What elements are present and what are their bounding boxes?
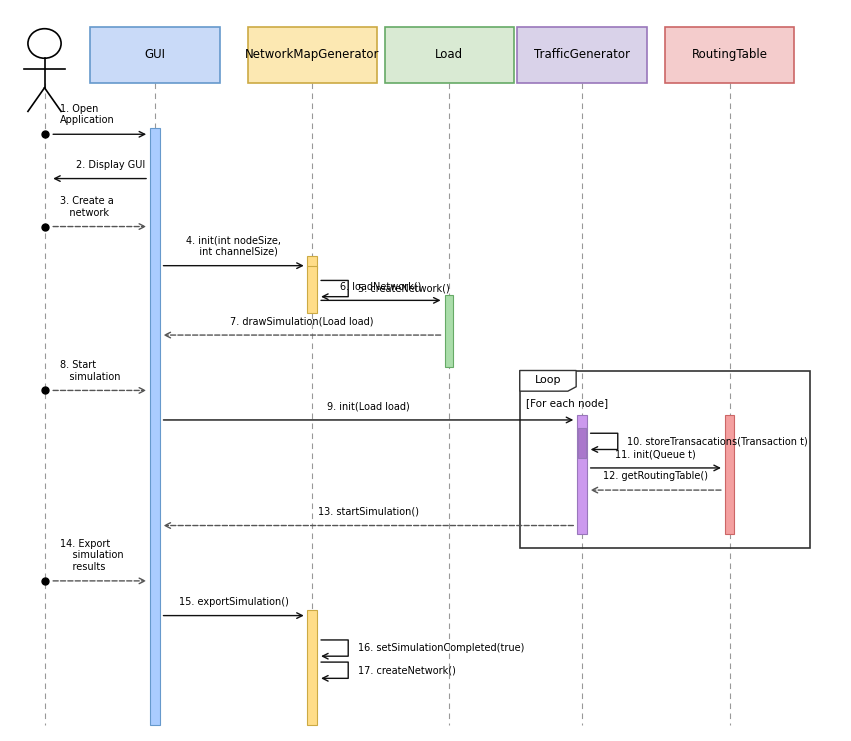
- Bar: [725, 415, 734, 534]
- Bar: [578, 428, 585, 458]
- Text: 10. storeTransacations(Transaction t): 10. storeTransacations(Transaction t): [627, 436, 808, 446]
- Text: 1. Open
Application: 1. Open Application: [60, 104, 115, 125]
- Text: 16. setSimulationCompleted(true): 16. setSimulationCompleted(true): [357, 643, 524, 653]
- Bar: [445, 295, 454, 367]
- Bar: [520, 370, 810, 548]
- Text: Load: Load: [435, 48, 463, 62]
- Bar: [307, 611, 317, 725]
- Text: 11. init(Queue t): 11. init(Queue t): [615, 449, 696, 459]
- Text: 7. drawSimulation(Load load): 7. drawSimulation(Load load): [231, 316, 374, 326]
- Text: [For each node]: [For each node]: [526, 398, 608, 408]
- Text: TrafficGenerator: TrafficGenerator: [534, 48, 630, 62]
- Bar: [90, 27, 220, 82]
- Text: 15. exportSimulation(): 15. exportSimulation(): [179, 597, 288, 607]
- Bar: [150, 128, 160, 725]
- Bar: [665, 27, 794, 82]
- Text: 4. init(int nodeSize,
   int channelSize): 4. init(int nodeSize, int channelSize): [186, 235, 281, 257]
- Bar: [517, 27, 647, 82]
- Bar: [307, 256, 317, 269]
- Polygon shape: [520, 370, 576, 391]
- Text: Loop: Loop: [534, 375, 561, 385]
- Text: 5. createNetwork(): 5. createNetwork(): [357, 284, 449, 293]
- Text: 9. init(Load load): 9. init(Load load): [327, 401, 410, 411]
- Text: 3. Create a
   network: 3. Create a network: [60, 196, 114, 218]
- Text: 17. createNetwork(): 17. createNetwork(): [357, 665, 455, 675]
- Text: 14. Export
    simulation
    results: 14. Export simulation results: [60, 539, 124, 572]
- Bar: [307, 266, 317, 313]
- Bar: [385, 27, 514, 82]
- Bar: [577, 415, 587, 534]
- Text: 13. startSimulation(): 13. startSimulation(): [318, 507, 419, 516]
- Text: 8. Start
   simulation: 8. Start simulation: [60, 360, 121, 382]
- Text: 6. loadNetwork(): 6. loadNetwork(): [340, 282, 421, 291]
- Text: 12. getRoutingTable(): 12. getRoutingTable(): [603, 471, 708, 481]
- Text: NetworkMapGenerator: NetworkMapGenerator: [245, 48, 380, 62]
- Text: RoutingTable: RoutingTable: [692, 48, 768, 62]
- Bar: [248, 27, 377, 82]
- Text: 2. Display GUI: 2. Display GUI: [76, 160, 145, 170]
- Text: GUI: GUI: [145, 48, 165, 62]
